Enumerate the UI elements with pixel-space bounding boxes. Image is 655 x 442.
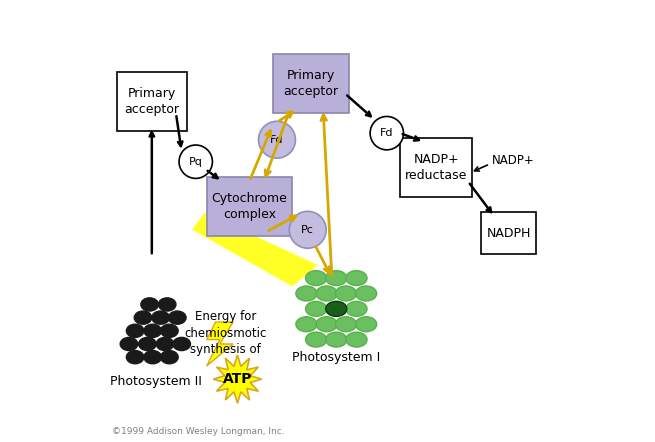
Ellipse shape: [144, 324, 162, 337]
Text: Pq: Pq: [189, 157, 202, 167]
Ellipse shape: [152, 311, 170, 324]
Ellipse shape: [335, 317, 356, 332]
FancyBboxPatch shape: [272, 54, 350, 114]
Text: Fd: Fd: [380, 128, 394, 138]
Ellipse shape: [346, 332, 367, 347]
Ellipse shape: [326, 301, 347, 316]
Circle shape: [290, 211, 326, 248]
FancyBboxPatch shape: [207, 177, 292, 236]
Ellipse shape: [159, 298, 176, 311]
Ellipse shape: [326, 271, 347, 286]
Ellipse shape: [335, 286, 356, 301]
FancyBboxPatch shape: [481, 212, 536, 254]
Ellipse shape: [144, 351, 162, 364]
Ellipse shape: [139, 337, 156, 351]
Ellipse shape: [134, 311, 152, 324]
Ellipse shape: [173, 337, 191, 351]
Ellipse shape: [305, 301, 327, 316]
Text: Photosystem I: Photosystem I: [292, 351, 381, 364]
Ellipse shape: [168, 311, 186, 324]
FancyBboxPatch shape: [117, 72, 187, 131]
Ellipse shape: [305, 271, 327, 286]
Ellipse shape: [305, 332, 327, 347]
Text: Photosystem II: Photosystem II: [110, 375, 202, 388]
Polygon shape: [207, 322, 233, 366]
Ellipse shape: [316, 286, 337, 301]
Ellipse shape: [356, 286, 377, 301]
Text: NADP+: NADP+: [492, 154, 535, 167]
Circle shape: [179, 145, 212, 179]
Text: ©1999 Addison Wesley Longman, Inc.: ©1999 Addison Wesley Longman, Inc.: [112, 427, 285, 436]
Ellipse shape: [156, 337, 174, 351]
Ellipse shape: [326, 332, 347, 347]
Polygon shape: [214, 355, 261, 403]
Text: Fd: Fd: [271, 135, 284, 145]
Circle shape: [370, 116, 403, 150]
FancyBboxPatch shape: [400, 137, 472, 197]
Ellipse shape: [160, 351, 178, 364]
Ellipse shape: [296, 286, 317, 301]
Ellipse shape: [160, 324, 178, 337]
Circle shape: [259, 121, 295, 158]
Ellipse shape: [141, 298, 159, 311]
Text: Cytochrome
complex: Cytochrome complex: [212, 192, 288, 221]
Text: ATP: ATP: [223, 372, 252, 386]
Ellipse shape: [326, 301, 347, 316]
Ellipse shape: [356, 317, 377, 332]
Text: NADPH: NADPH: [487, 227, 531, 240]
Ellipse shape: [346, 271, 367, 286]
Polygon shape: [191, 212, 319, 287]
Ellipse shape: [316, 317, 337, 332]
Ellipse shape: [126, 324, 144, 337]
Ellipse shape: [296, 317, 317, 332]
Ellipse shape: [126, 351, 144, 364]
Text: Primary
acceptor: Primary acceptor: [124, 87, 179, 116]
Ellipse shape: [120, 337, 138, 351]
Text: NADP+
reductase: NADP+ reductase: [405, 152, 468, 182]
Text: Energy for
chemiosmotic
synthesis of: Energy for chemiosmotic synthesis of: [185, 310, 267, 356]
Text: Primary
acceptor: Primary acceptor: [284, 69, 339, 98]
Text: Pc: Pc: [301, 225, 314, 235]
Ellipse shape: [346, 301, 367, 316]
